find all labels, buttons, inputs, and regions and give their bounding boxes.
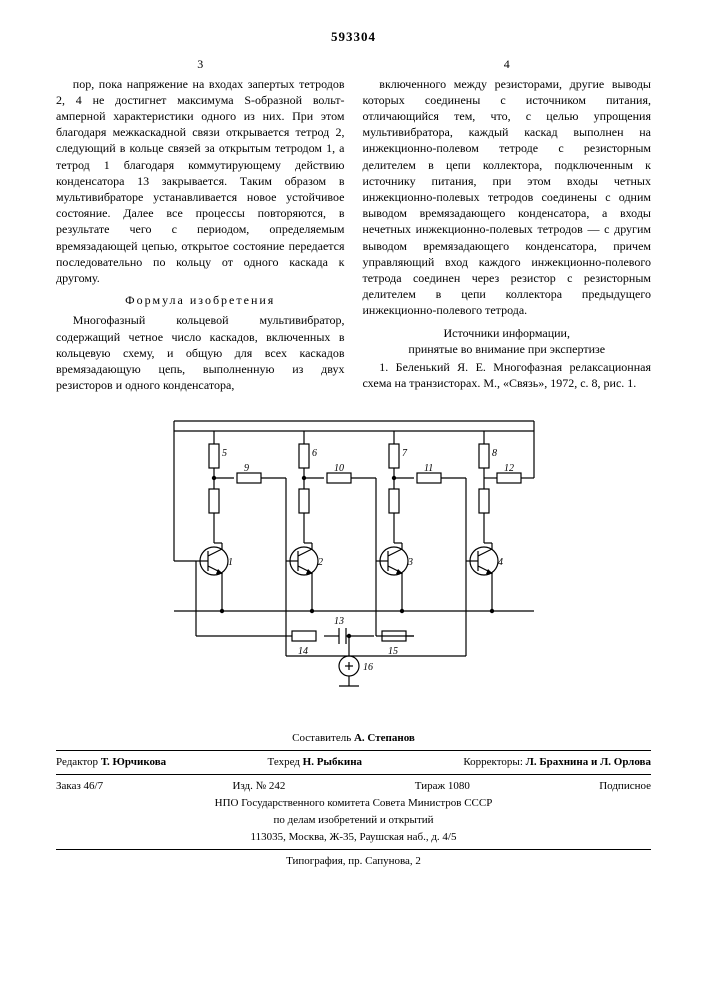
svg-text:10: 10 [334, 463, 344, 474]
svg-text:2: 2 [318, 557, 323, 568]
svg-text:5: 5 [222, 448, 227, 459]
org1: НПО Государственного комитета Совета Мин… [56, 796, 651, 811]
sources-body: 1. Беленький Я. Е. Многофазная релаксаци… [363, 359, 652, 391]
corr-label: Корректоры: [463, 756, 522, 768]
left-claim: Многофазный кольцевой мультивибратор, со… [56, 312, 345, 393]
org2: по делам изобретений и открытий [56, 813, 651, 828]
circuit-svg: 59161027113812413141516 [144, 411, 564, 691]
sources-title: Источники информации, принятые во вниман… [363, 325, 652, 357]
svg-text:9: 9 [244, 463, 249, 474]
left-column: 3 пор, пока напряжение на входах заперты… [56, 56, 345, 394]
svg-text:3: 3 [407, 557, 413, 568]
left-col-num: 3 [56, 56, 345, 72]
editor-label: Редактор [56, 756, 98, 768]
svg-text:12: 12 [504, 463, 514, 474]
svg-text:1: 1 [228, 557, 233, 568]
svg-text:6: 6 [312, 448, 317, 459]
composer: А. Степанов [354, 732, 415, 744]
right-body: включенного между резисторами, другие вы… [363, 76, 652, 319]
svg-text:16: 16 [363, 662, 373, 673]
svg-text:15: 15 [388, 646, 398, 657]
tech: Н. Рыбкина [303, 756, 362, 768]
left-body: пор, пока напряжение на входах запертых … [56, 76, 345, 286]
editor: Т. Юрчикова [101, 756, 166, 768]
addr: 113035, Москва, Ж-35, Раушская наб., д. … [56, 830, 651, 845]
svg-text:11: 11 [424, 463, 433, 474]
podpisnoe: Подписное [599, 779, 651, 794]
order: Заказ 46/7 [56, 779, 103, 794]
corr: Л. Брахнина и Л. Орлова [526, 756, 651, 768]
circuit-diagram: 59161027113812413141516 [56, 411, 651, 695]
text-columns: 3 пор, пока напряжение на входах заперты… [56, 56, 651, 394]
composer-label: Составитель [292, 732, 351, 744]
right-col-num: 4 [363, 56, 652, 72]
svg-text:13: 13 [334, 616, 344, 627]
izd: Изд. № 242 [232, 779, 285, 794]
right-column: 4 включенного между резисторами, другие … [363, 56, 652, 394]
tirazh: Тираж 1080 [415, 779, 470, 794]
tech-label: Техред [268, 756, 300, 768]
formula-title: Формула изобретения [56, 292, 345, 308]
svg-text:7: 7 [402, 448, 408, 459]
typo: Типография, пр. Сапунова, 2 [56, 854, 651, 869]
svg-text:4: 4 [498, 557, 503, 568]
footer: Составитель А. Степанов Редактор Т. Юрчи… [56, 731, 651, 868]
patent-number: 593304 [56, 28, 651, 46]
svg-text:8: 8 [492, 448, 497, 459]
svg-text:14: 14 [298, 646, 308, 657]
